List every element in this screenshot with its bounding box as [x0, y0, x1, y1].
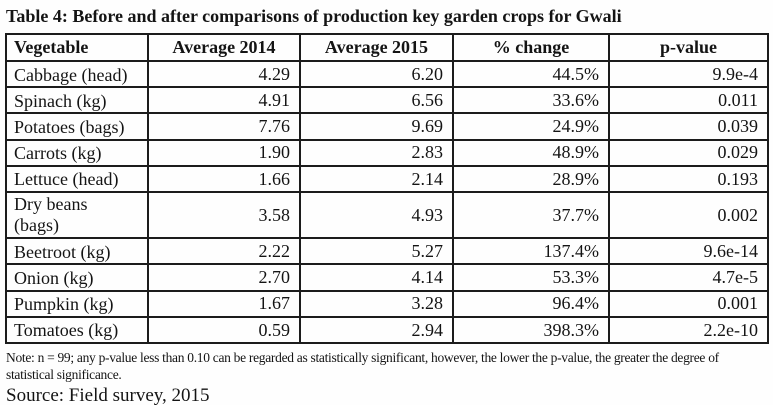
avg-2014-cell: 1.66 — [147, 164, 301, 194]
table-row: Potatoes (bags) 7.76 9.69 24.9% 0.039 — [5, 112, 769, 141]
p-value-cell: 0.011 — [608, 86, 769, 115]
avg-2015-cell: 4.14 — [299, 263, 454, 292]
column-header-average-2015: Average 2015 — [299, 33, 454, 62]
table-row: Dry beans (bags) 3.58 4.93 37.7% 0.002 — [5, 191, 769, 240]
p-value-cell: 0.029 — [608, 138, 769, 167]
avg-2015-cell: 2.14 — [299, 164, 454, 194]
source-line: Source: Field survey, 2015 — [6, 384, 210, 405]
avg-2014-cell: 7.76 — [147, 112, 301, 141]
avg-2015-cell: 9.69 — [299, 112, 454, 141]
table-row: Carrots (kg) 1.90 2.83 48.9% 0.029 — [5, 138, 769, 167]
column-header-pct-change: % change — [452, 33, 610, 62]
pct-change-cell: 137.4% — [452, 237, 610, 266]
table-row: Tomatoes (kg) 0.59 2.94 398.3% 2.2e-10 — [5, 315, 769, 344]
pct-change-cell: 33.6% — [452, 86, 610, 115]
pct-change-cell: 37.7% — [452, 191, 610, 240]
table-row: Beetroot (kg) 2.22 5.27 137.4% 9.6e-14 — [5, 237, 769, 266]
avg-2014-cell: 4.91 — [147, 86, 301, 115]
avg-2014-cell: 2.70 — [147, 263, 301, 292]
avg-2015-cell: 5.27 — [299, 237, 454, 266]
vegetable-cell: Onion (kg) — [5, 263, 149, 292]
avg-2014-cell: 1.67 — [147, 289, 301, 318]
avg-2015-cell: 2.83 — [299, 138, 454, 167]
table-row: Pumpkin (kg) 1.67 3.28 96.4% 0.001 — [5, 289, 769, 318]
pct-change-cell: 398.3% — [452, 315, 610, 344]
table-row: Lettuce (head) 1.66 2.14 28.9% 0.193 — [5, 164, 769, 194]
pct-change-cell: 24.9% — [452, 112, 610, 141]
avg-2014-cell: 0.59 — [147, 315, 301, 344]
avg-2015-cell: 6.56 — [299, 86, 454, 115]
vegetable-cell: Dry beans (bags) — [5, 191, 149, 240]
avg-2014-cell: 3.58 — [147, 191, 301, 240]
vegetable-cell: Potatoes (bags) — [5, 112, 149, 141]
p-value-cell: 4.7e-5 — [608, 263, 769, 292]
vegetable-cell: Cabbage (head) — [5, 59, 149, 89]
p-value-cell: 0.001 — [608, 289, 769, 318]
table-footnote: Note: n = 99; any p-value less than 0.10… — [6, 349, 719, 382]
avg-2015-cell: 6.20 — [299, 59, 454, 89]
vegetable-cell: Beetroot (kg) — [5, 237, 149, 266]
vegetable-cell: Lettuce (head) — [5, 164, 149, 194]
avg-2014-cell: 1.90 — [147, 138, 301, 167]
avg-2015-cell: 2.94 — [299, 315, 454, 344]
vegetable-cell: Tomatoes (kg) — [5, 315, 149, 344]
table-row: Spinach (kg) 4.91 6.56 33.6% 0.011 — [5, 86, 769, 115]
p-value-cell: 0.039 — [608, 112, 769, 141]
avg-2014-cell: 2.22 — [147, 237, 301, 266]
pct-change-cell: 48.9% — [452, 138, 610, 167]
vegetable-cell: Carrots (kg) — [5, 138, 149, 167]
avg-2014-cell: 4.29 — [147, 59, 301, 89]
p-value-cell: 9.6e-14 — [608, 237, 769, 266]
table-header-row: Vegetable Average 2014 Average 2015 % ch… — [5, 33, 769, 62]
column-header-vegetable: Vegetable — [5, 33, 149, 62]
pct-change-cell: 53.3% — [452, 263, 610, 292]
pct-change-cell: 44.5% — [452, 59, 610, 89]
column-header-average-2014: Average 2014 — [147, 33, 301, 62]
vegetable-cell: Spinach (kg) — [5, 86, 149, 115]
table-row: Cabbage (head) 4.29 6.20 44.5% 9.9e-4 — [5, 59, 769, 89]
column-header-p-value: p-value — [608, 33, 769, 62]
table-caption: Table 4: Before and after comparisons of… — [6, 6, 622, 26]
p-value-cell: 9.9e-4 — [608, 59, 769, 89]
pct-change-cell: 96.4% — [452, 289, 610, 318]
avg-2015-cell: 3.28 — [299, 289, 454, 318]
vegetable-cell: Pumpkin (kg) — [5, 289, 149, 318]
table-row: Onion (kg) 2.70 4.14 53.3% 4.7e-5 — [5, 263, 769, 292]
p-value-cell: 0.002 — [608, 191, 769, 240]
avg-2015-cell: 4.93 — [299, 191, 454, 240]
p-value-cell: 0.193 — [608, 164, 769, 194]
pct-change-cell: 28.9% — [452, 164, 610, 194]
production-comparison-table: Vegetable Average 2014 Average 2015 % ch… — [5, 33, 769, 344]
p-value-cell: 2.2e-10 — [608, 315, 769, 344]
